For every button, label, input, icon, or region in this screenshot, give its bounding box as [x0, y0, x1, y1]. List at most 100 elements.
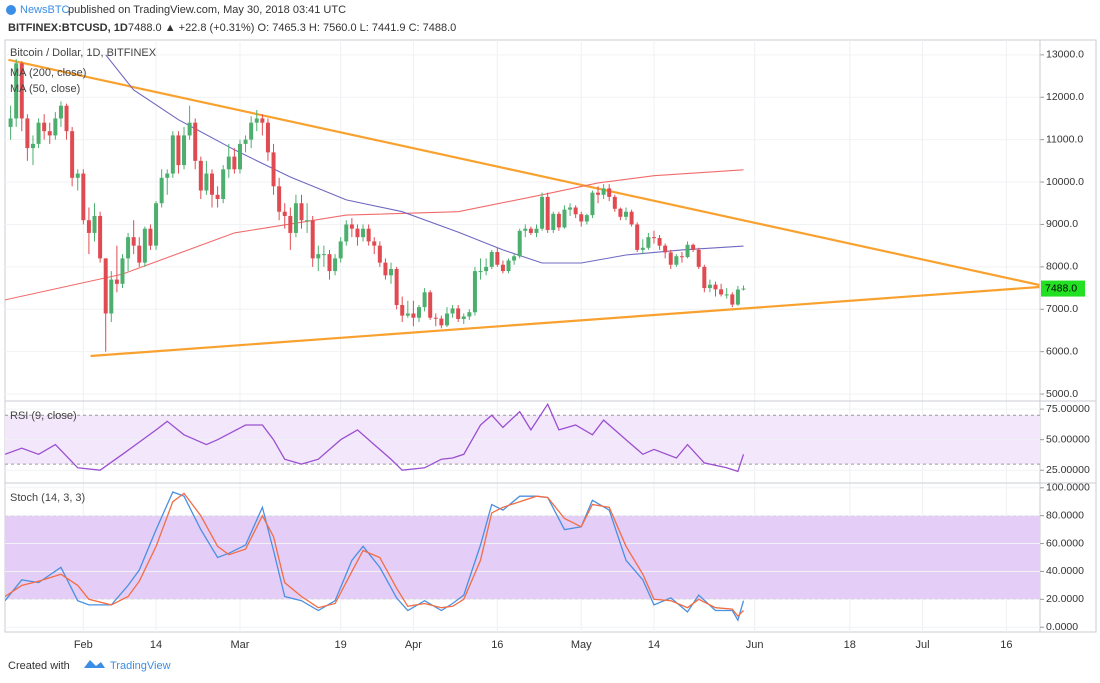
- candle-body: [484, 266, 489, 272]
- candle-body: [724, 294, 729, 296]
- candle-body: [702, 266, 707, 289]
- y-tick-label: 50.00000: [1046, 433, 1090, 445]
- candle-body: [663, 245, 668, 253]
- candle-body: [30, 143, 35, 149]
- candle-body: [411, 313, 416, 318]
- candle-body: [321, 254, 326, 256]
- indicator-line: [5, 492, 744, 618]
- y-tick-label: 12000.0: [1046, 91, 1084, 103]
- candle-body: [545, 196, 550, 230]
- candle-body: [618, 208, 623, 217]
- y-tick-label: 25.00000: [1046, 464, 1090, 476]
- candle-body: [316, 254, 321, 259]
- candle-body: [472, 271, 477, 313]
- footer-icon: [84, 660, 105, 668]
- pane-title: RSI (9, close): [10, 410, 77, 422]
- candle-body: [282, 211, 287, 216]
- candle-body: [288, 215, 293, 233]
- pane: [5, 487, 1040, 628]
- candle-body: [25, 118, 30, 149]
- candle-body: [433, 317, 438, 319]
- candle-body: [142, 228, 147, 263]
- y-tick-label: 10000.0: [1046, 176, 1084, 188]
- y-tick-label: 11000.0: [1046, 133, 1083, 145]
- brand: NewsBTC: [20, 4, 70, 16]
- candle-body: [461, 316, 466, 320]
- candle-body: [657, 238, 662, 246]
- candle-body: [668, 252, 673, 265]
- candle-body: [204, 173, 209, 191]
- candle-body: [489, 252, 494, 267]
- pane-title: Bitcoin / Dollar, 1D, BITFINEX: [10, 47, 157, 59]
- candle-body: [456, 308, 461, 320]
- candle-body: [198, 160, 203, 191]
- y-tick-label: 6000.0: [1046, 345, 1078, 357]
- footer-created: Created with: [8, 660, 70, 672]
- candle-body: [467, 312, 472, 317]
- candle-body: [551, 213, 556, 230]
- candle-body: [568, 207, 573, 210]
- candle-body: [707, 284, 712, 289]
- candle-body: [232, 156, 237, 170]
- candle-body: [193, 122, 198, 161]
- trendline: [90, 285, 1040, 358]
- candle-body: [439, 318, 444, 326]
- candle-body: [590, 192, 595, 216]
- last-price-label: 7488.0: [1045, 282, 1077, 294]
- y-tick-label: 9000.0: [1046, 218, 1078, 230]
- candle-body: [523, 228, 528, 231]
- candle-body: [249, 122, 254, 140]
- x-tick-label: 18: [844, 639, 856, 651]
- candle-body: [651, 237, 656, 239]
- candle-body: [629, 211, 634, 225]
- candle-body: [254, 118, 259, 123]
- candle-body: [512, 256, 517, 261]
- candle-body: [361, 228, 366, 238]
- x-tick-label: Jul: [915, 639, 929, 651]
- candle-body: [495, 252, 500, 265]
- pane: [5, 54, 1040, 395]
- candle-body: [103, 258, 108, 314]
- candle-body: [400, 305, 405, 316]
- candle-body: [293, 203, 298, 233]
- x-tick-label: Mar: [230, 639, 249, 651]
- candle-body: [148, 228, 153, 246]
- candle-body: [562, 209, 567, 228]
- candle-body: [310, 220, 315, 259]
- candle-body: [327, 254, 332, 272]
- y-tick-label: 100.0000: [1046, 482, 1090, 494]
- candle-body: [500, 264, 505, 272]
- candle-body: [540, 196, 545, 229]
- candle-body: [265, 122, 270, 153]
- y-tick-label: 8000.0: [1046, 261, 1078, 273]
- overlay-label: MA (50, close): [10, 83, 80, 95]
- y-tick-label: 5000.0: [1046, 388, 1078, 400]
- y-tick-label: 80.0000: [1046, 509, 1084, 521]
- candle-body: [271, 152, 276, 187]
- candle-body: [47, 131, 52, 136]
- candle-body: [517, 230, 522, 257]
- candle-body: [176, 135, 181, 166]
- candle-body: [624, 211, 628, 217]
- candle-body: [635, 224, 640, 250]
- last-price-box: [1041, 280, 1085, 297]
- candle-body: [696, 249, 701, 267]
- candle-body: [584, 215, 589, 222]
- candle-body: [226, 156, 231, 170]
- candle-body: [42, 122, 47, 132]
- candle-body: [260, 118, 265, 123]
- candle-body: [344, 224, 349, 242]
- candle-body: [730, 294, 735, 305]
- x-tick-label: Feb: [74, 639, 93, 651]
- y-tick-label: 7000.0: [1046, 303, 1078, 315]
- candle-body: [170, 135, 175, 174]
- candle-body: [444, 313, 449, 326]
- candle-body: [159, 177, 164, 204]
- y-tick-label: 40.0000: [1046, 565, 1084, 577]
- x-tick-label: Jun: [746, 639, 764, 651]
- candle-body: [394, 268, 399, 306]
- candle-body: [349, 224, 354, 229]
- published: published on TradingView.com, May 30, 20…: [68, 4, 346, 16]
- candle-body: [366, 228, 371, 242]
